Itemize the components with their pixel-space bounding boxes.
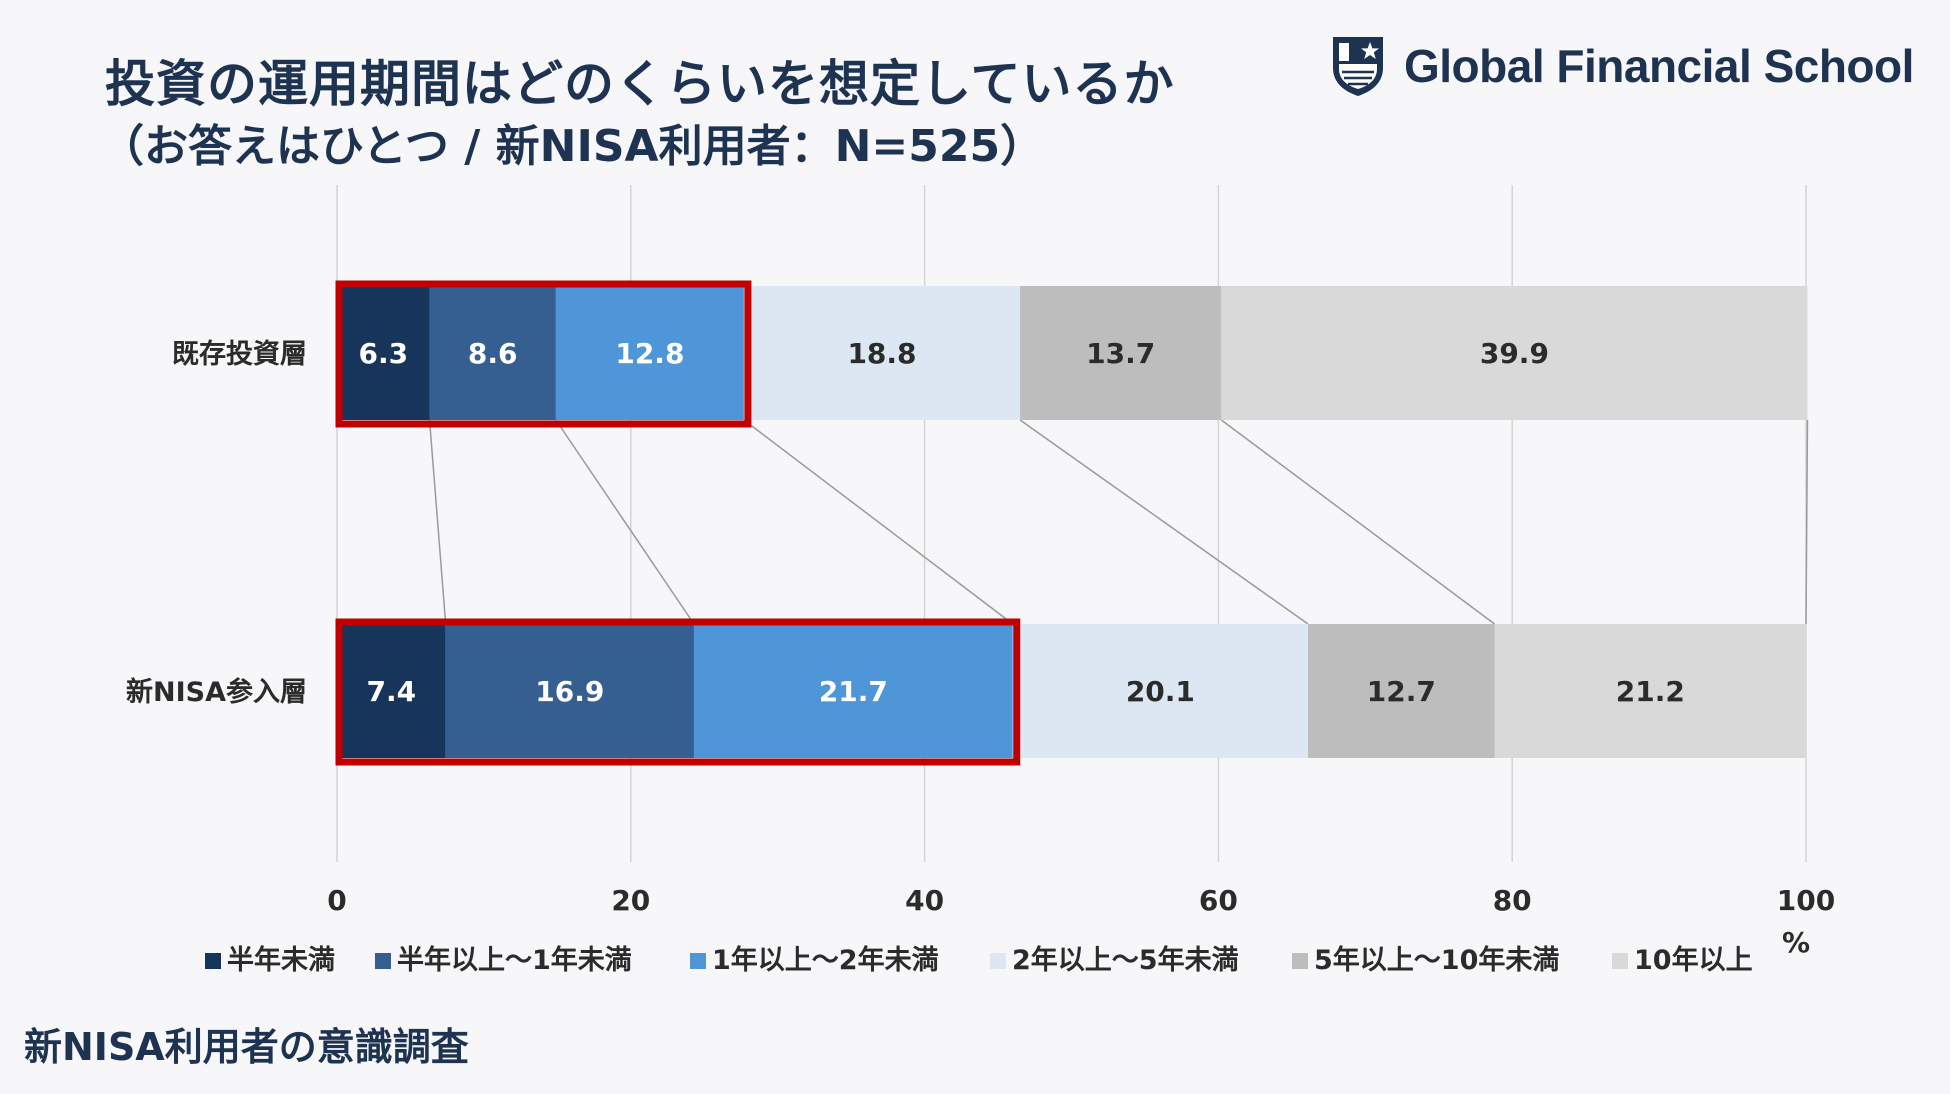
connector-line — [1805, 419, 1809, 625]
logo: Global Financial School — [1330, 34, 1914, 98]
x-tick-label: 80 — [1493, 884, 1532, 917]
legend-label: 10年以上 — [1634, 944, 1753, 976]
legend-label: 1年以上～2年未満 — [712, 944, 939, 976]
bar-segment — [337, 286, 430, 420]
data-label: 12.8 — [615, 337, 684, 370]
footer-caption: 新NISA利用者の意識調査 — [24, 1025, 469, 1069]
legend-label: 2年以上～5年未満 — [1012, 944, 1239, 976]
legend-swatch — [1292, 953, 1308, 969]
logo-text: Global Financial School — [1404, 40, 1914, 92]
chart-title: 投資の運用期間はどのくらいを想定しているか — [105, 55, 1175, 113]
bar-segment — [1494, 624, 1806, 758]
x-unit-label: % — [1782, 926, 1810, 959]
x-tick-label: 20 — [611, 884, 650, 917]
data-label: 21.7 — [819, 675, 888, 708]
bar-segment — [1308, 624, 1495, 758]
legend-swatch — [375, 953, 391, 969]
highlight-box — [335, 280, 752, 428]
bar-segment — [1221, 286, 1808, 420]
legend-label: 5年以上～10年未満 — [1314, 944, 1559, 976]
bar-segment — [337, 624, 446, 758]
data-label: 13.7 — [1086, 337, 1155, 370]
bar-segment — [429, 286, 556, 420]
category-label: 既存投資層 — [172, 339, 307, 370]
x-tick-label: 40 — [905, 884, 944, 917]
x-tick-label: 100 — [1777, 884, 1835, 917]
x-tick-label: 0 — [327, 884, 346, 917]
connector-line — [1220, 419, 1496, 625]
legend-swatch — [690, 953, 706, 969]
bar-segment — [743, 286, 1021, 420]
stacked-bar-chart: 0 20 40 60 80 100% 6.3 8.6 12.8 18.8 13.7 39.9 既存投資層… — [126, 185, 1835, 976]
legend-swatch — [990, 953, 1006, 969]
bar-segment — [693, 624, 1013, 758]
data-label: 16.9 — [535, 675, 604, 708]
legend-label: 半年未満 — [227, 944, 335, 976]
bar-segment — [555, 286, 744, 420]
chart-subtitle: （お答えはひとつ / 新NISA利用者：N=525） — [100, 121, 1045, 172]
connector-line — [1019, 419, 1309, 625]
data-label: 8.6 — [468, 337, 518, 370]
category-label: 新NISA参入層 — [126, 676, 307, 708]
bar-segment — [1020, 286, 1222, 420]
bar-segment — [1012, 624, 1309, 758]
highlight-box — [335, 618, 1021, 766]
shield-star-icon — [1333, 37, 1383, 96]
connector-line — [743, 419, 1014, 625]
data-label: 18.8 — [847, 337, 916, 370]
data-label: 20.1 — [1126, 675, 1195, 708]
data-label: 39.9 — [1480, 337, 1549, 370]
connector-line — [428, 419, 447, 625]
legend-swatch — [1612, 953, 1628, 969]
x-tick-label: 60 — [1199, 884, 1238, 917]
data-label: 12.7 — [1367, 675, 1436, 708]
legend-swatch — [205, 953, 221, 969]
connector-line — [555, 419, 695, 625]
legend-label: 半年以上～1年未満 — [397, 944, 632, 976]
data-label: 6.3 — [358, 337, 408, 370]
bar-segment — [445, 624, 694, 758]
data-label: 21.2 — [1616, 675, 1685, 708]
data-label: 7.4 — [367, 675, 417, 708]
